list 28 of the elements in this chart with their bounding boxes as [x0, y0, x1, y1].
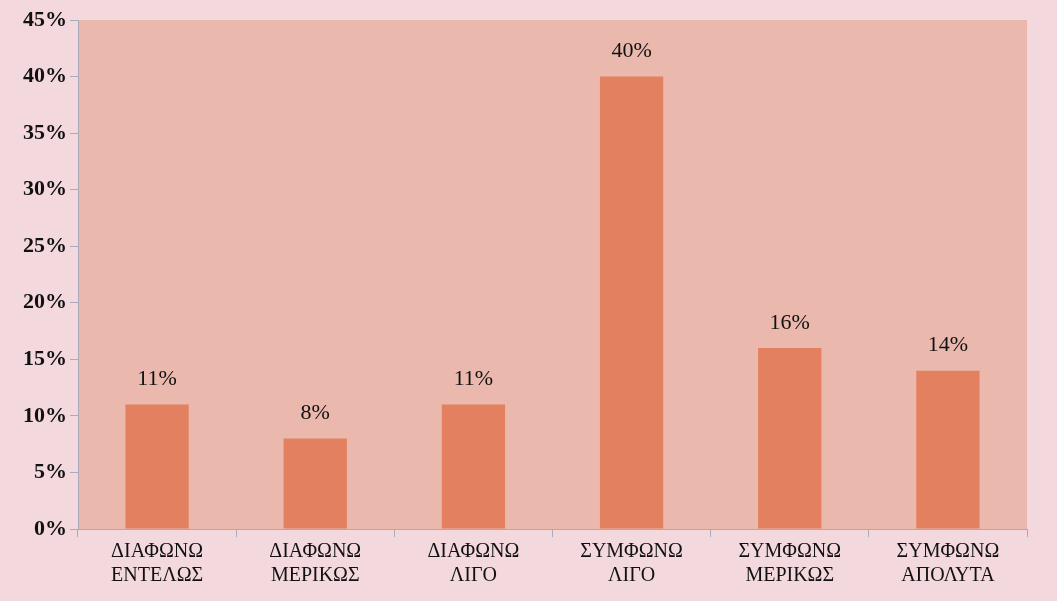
y-tick-label: 5%: [34, 458, 67, 484]
y-tick-label: 10%: [23, 401, 67, 427]
y-tick-label: 25%: [23, 231, 67, 257]
x-tick-label: ΔΙΑΦΩΝΩ ΕΝΤΕΛΩΣ: [111, 539, 204, 586]
x-tick-label: ΔΙΑΦΩΝΩ ΛΙΓΟ: [427, 539, 520, 586]
data-label: 8%: [300, 399, 330, 425]
data-label: 16%: [769, 308, 810, 334]
bar: [758, 348, 822, 529]
data-label: 11%: [137, 365, 177, 391]
x-tick-label: ΣΥΜΦΩΝΩ ΜΕΡΙΚΩΣ: [738, 539, 842, 586]
y-tick-label: 40%: [23, 62, 67, 88]
data-label: 14%: [927, 331, 969, 357]
y-tick-label: 0%: [34, 514, 67, 540]
y-tick-label: 45%: [23, 5, 67, 31]
data-label: 11%: [453, 365, 494, 391]
bar: [916, 370, 980, 529]
x-tick-label: ΣΥΜΦΩΝΩ ΛΙΓΟ: [580, 539, 683, 586]
bar: [125, 404, 189, 529]
x-tick-label: ΔΙΑΦΩΝΩ ΜΕΡΙΚΩΣ: [269, 539, 362, 586]
data-label: 40%: [611, 37, 652, 63]
x-tick-label: ΣΥΜΦΩΝΩ ΑΠΟΛΥΤΑ: [896, 539, 1000, 586]
y-tick-label: 35%: [23, 118, 67, 144]
y-tick-label: 15%: [23, 345, 67, 371]
bar: [441, 404, 506, 529]
bar: [599, 76, 664, 529]
bar: [283, 438, 347, 529]
y-tick-label: 30%: [23, 175, 67, 201]
y-tick-label: 20%: [23, 288, 67, 314]
